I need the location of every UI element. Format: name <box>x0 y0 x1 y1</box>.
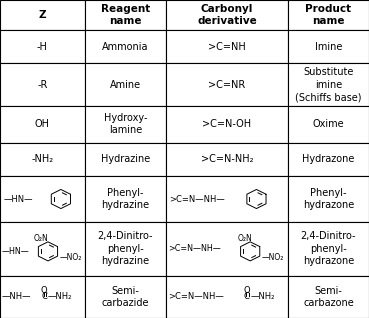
Text: O₂N: O₂N <box>237 233 252 243</box>
Text: Reagent
name: Reagent name <box>101 4 150 26</box>
Text: —NO₂: —NO₂ <box>60 253 82 262</box>
Bar <box>85 0 166 30</box>
Bar <box>85 222 166 276</box>
Bar <box>166 143 288 176</box>
Bar <box>0 276 85 318</box>
Text: —NH—: —NH— <box>2 292 31 301</box>
Text: Amine: Amine <box>110 80 141 90</box>
Text: Hydroxy-
lamine: Hydroxy- lamine <box>104 113 147 135</box>
Bar <box>0 143 85 176</box>
Bar <box>288 176 369 222</box>
Text: >C=N-OH: >C=N-OH <box>202 119 252 129</box>
Text: -H: -H <box>37 42 48 52</box>
Bar <box>288 30 369 63</box>
Text: Hydrazone: Hydrazone <box>302 154 355 164</box>
Text: C: C <box>41 292 47 301</box>
Text: Phenyl-
hydrazine: Phenyl- hydrazine <box>101 188 149 210</box>
Bar <box>288 63 369 106</box>
Text: Substitute
imine
(Schiffs base): Substitute imine (Schiffs base) <box>295 67 362 102</box>
Bar <box>288 0 369 30</box>
Text: 2,4-Dinitro-
phenyl-
hydrazine: 2,4-Dinitro- phenyl- hydrazine <box>98 232 153 266</box>
Text: O: O <box>41 286 48 295</box>
Bar <box>85 106 166 143</box>
Text: >C=N-NH₂: >C=N-NH₂ <box>201 154 253 164</box>
Text: 2,4-Dinitro-
phenyl-
hydrazone: 2,4-Dinitro- phenyl- hydrazone <box>301 232 356 266</box>
Text: Carbonyl
derivative: Carbonyl derivative <box>197 4 257 26</box>
Bar <box>0 63 85 106</box>
Text: —HN—: —HN— <box>2 247 30 256</box>
Bar <box>166 30 288 63</box>
Bar <box>288 143 369 176</box>
Text: >C=N—NH—: >C=N—NH— <box>168 244 221 253</box>
Text: O: O <box>243 286 250 295</box>
Text: —NO₂: —NO₂ <box>262 253 284 262</box>
Text: Semi-
carbazide: Semi- carbazide <box>102 286 149 308</box>
Text: >C=NR: >C=NR <box>208 80 245 90</box>
Bar <box>166 276 288 318</box>
Text: Z: Z <box>39 10 46 20</box>
Text: Ammonia: Ammonia <box>102 42 149 52</box>
Text: Oxime: Oxime <box>313 119 344 129</box>
Text: Imine: Imine <box>315 42 342 52</box>
Bar <box>85 63 166 106</box>
Bar <box>288 222 369 276</box>
Text: -NH₂: -NH₂ <box>31 154 54 164</box>
Text: —NH₂: —NH₂ <box>48 292 72 301</box>
Bar <box>85 176 166 222</box>
Bar <box>166 106 288 143</box>
Bar <box>166 176 288 222</box>
Text: Hydrazine: Hydrazine <box>101 154 150 164</box>
Text: Product
name: Product name <box>306 4 351 26</box>
Bar <box>166 222 288 276</box>
Text: >C=N—NH—: >C=N—NH— <box>169 195 225 204</box>
Text: Phenyl-
hydrazone: Phenyl- hydrazone <box>303 188 354 210</box>
Bar <box>0 176 85 222</box>
Text: —NH₂: —NH₂ <box>250 292 275 301</box>
Bar <box>166 0 288 30</box>
Bar <box>85 143 166 176</box>
Text: >C=NH: >C=NH <box>208 42 246 52</box>
Bar <box>85 276 166 318</box>
Bar <box>166 63 288 106</box>
Bar <box>288 106 369 143</box>
Bar <box>0 222 85 276</box>
Bar <box>0 30 85 63</box>
Bar <box>0 106 85 143</box>
Text: >C=N—NH—: >C=N—NH— <box>168 292 224 301</box>
Text: —HN—: —HN— <box>4 195 33 204</box>
Text: Semi-
carbazone: Semi- carbazone <box>303 286 354 308</box>
Bar <box>0 0 85 30</box>
Text: C: C <box>244 292 249 301</box>
Text: OH: OH <box>35 119 50 129</box>
Text: -R: -R <box>37 80 48 90</box>
Text: O₂N: O₂N <box>33 233 48 243</box>
Bar <box>288 276 369 318</box>
Bar <box>85 30 166 63</box>
